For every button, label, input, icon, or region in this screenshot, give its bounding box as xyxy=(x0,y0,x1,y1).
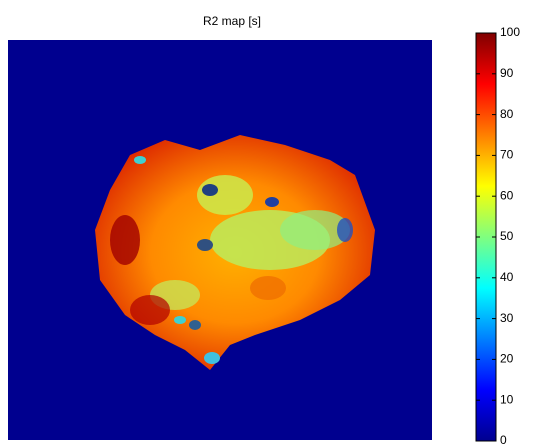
y-tick-label: 0 xyxy=(500,433,507,446)
y-tick-label: 50 xyxy=(500,229,514,243)
y-tick-label: 30 xyxy=(500,311,514,325)
y-tick-label: 40 xyxy=(500,270,514,284)
colorbar: 0 10 20 30 40 50 60 70 80 90 100 xyxy=(475,25,520,446)
y-tick-label: 80 xyxy=(500,107,514,121)
y-tick-label: 20 xyxy=(500,352,514,366)
y-tick-label: 60 xyxy=(500,188,514,202)
tissue-map xyxy=(95,135,375,370)
y-tick-label: 90 xyxy=(500,66,514,80)
chart-title: R2 map [s] xyxy=(203,14,261,28)
y-tick-label: 10 xyxy=(500,392,514,406)
y-tick-label: 100 xyxy=(500,25,520,39)
y-tick-label: 70 xyxy=(500,148,514,162)
